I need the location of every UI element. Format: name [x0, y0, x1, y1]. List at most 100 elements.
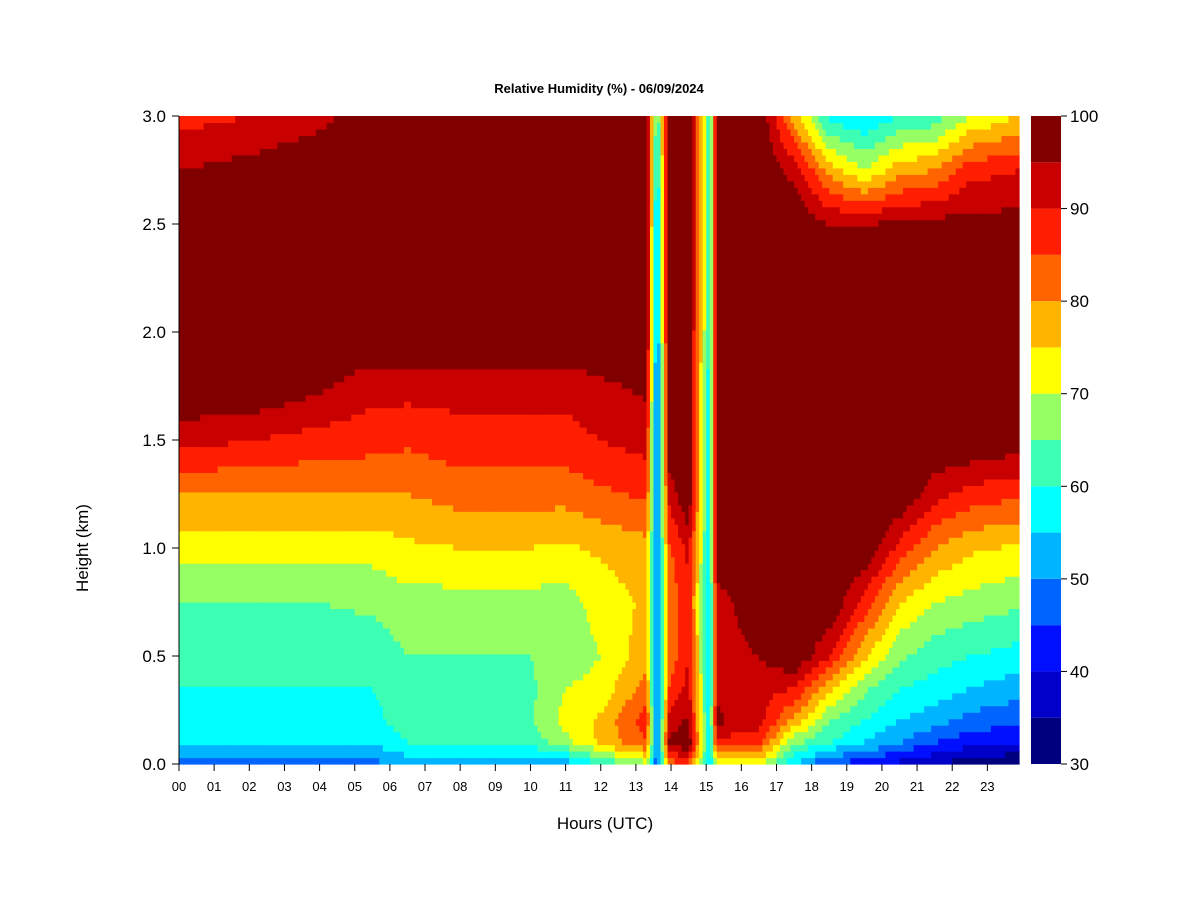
heatmap-cell: [347, 459, 352, 493]
heatmap-cell: [526, 589, 532, 655]
heatmap-cell: [997, 725, 1003, 746]
heatmap-cell: [938, 116, 943, 124]
heatmap-cell: [941, 498, 946, 519]
heatmap-cell: [484, 511, 489, 551]
heatmap-cell: [347, 420, 352, 461]
heatmap-cell: [569, 738, 574, 752]
heatmap-cell: [843, 595, 848, 629]
heatmap-cell: [266, 744, 271, 759]
heatmap-cell: [969, 731, 974, 746]
x-tick-label: 08: [453, 779, 467, 794]
heatmap-cell: [664, 699, 669, 733]
heatmap-cell: [632, 452, 637, 499]
heatmap-cell: [228, 440, 233, 467]
heatmap-cell: [990, 550, 995, 584]
heatmap-cell: [484, 550, 489, 590]
heatmap-cell: [867, 167, 872, 182]
heatmap-cell: [273, 433, 279, 467]
heatmap-cell: [899, 686, 904, 720]
heatmap-cell: [530, 550, 535, 590]
heatmap-cell: [203, 563, 208, 603]
heatmap-cell: [245, 530, 250, 564]
heatmap-cell: [899, 627, 904, 661]
x-tick-label: 00: [172, 779, 186, 794]
heatmap-cell: [969, 128, 974, 149]
heatmap-cell: [874, 712, 880, 733]
heatmap-cell: [351, 757, 356, 765]
heatmap-cell: [305, 427, 310, 461]
heatmap-cell: [505, 744, 510, 759]
heatmap-cell: [505, 550, 510, 590]
heatmap-cell: [294, 401, 300, 435]
heatmap-cell: [354, 563, 359, 616]
heatmap-cell: [400, 491, 405, 538]
heatmap-cell: [758, 744, 764, 752]
heatmap-cell: [997, 141, 1003, 156]
heatmap-cell: [565, 511, 570, 545]
heatmap-cell: [249, 440, 254, 467]
heatmap-cell: [607, 744, 612, 752]
heatmap-cell: [537, 589, 542, 733]
heatmap-cell: [938, 699, 943, 726]
heatmap-cell: [941, 543, 946, 571]
heatmap-cell: [720, 589, 725, 713]
heatmap-cell: [632, 751, 637, 759]
heatmap-cell: [649, 705, 655, 746]
heatmap-cell: [723, 751, 728, 759]
heatmap-cell: [333, 116, 338, 383]
heatmap-cell: [1015, 478, 1020, 499]
heatmap-cell: [368, 563, 373, 616]
heatmap-cell: [312, 116, 317, 137]
heatmap-cell: [846, 660, 851, 674]
heatmap-cell: [579, 472, 584, 512]
heatmap-cell: [748, 116, 753, 648]
heatmap-cell: [758, 751, 764, 759]
heatmap-cell: [776, 718, 781, 733]
heatmap-cell: [256, 116, 261, 156]
heatmap-cell: [259, 440, 264, 467]
heatmap-cell: [948, 627, 953, 668]
heatmap-cell: [516, 116, 521, 370]
heatmap-cell: [235, 744, 240, 759]
heatmap-cell: [794, 686, 799, 700]
heatmap-cell: [330, 420, 335, 461]
heatmap-cell: [881, 582, 887, 610]
heatmap-cell: [523, 465, 528, 512]
heatmap-cell: [962, 692, 967, 713]
heatmap-cell: [881, 757, 887, 765]
heatmap-cell: [537, 465, 542, 512]
heatmap-cell: [787, 705, 792, 720]
heatmap-cell: [242, 465, 247, 493]
heatmap-cell: [913, 712, 918, 733]
heatmap-cell: [319, 563, 324, 603]
heatmap-cell: [224, 122, 229, 162]
heatmap-cell: [558, 757, 563, 765]
heatmap-cell: [776, 751, 781, 759]
heatmap-cell: [326, 563, 331, 603]
heatmap-cell: [277, 602, 282, 687]
heatmap-cell: [857, 699, 862, 726]
heatmap-cell: [474, 653, 479, 746]
heatmap-cell: [512, 414, 517, 467]
heatmap-cell: [758, 116, 764, 661]
heatmap-cell: [389, 452, 394, 493]
heatmap-cell: [583, 368, 588, 428]
heatmap-cell: [576, 368, 581, 422]
heatmap-cell: [945, 161, 950, 182]
heatmap-cell: [804, 686, 809, 707]
heatmap-cell: [846, 673, 851, 694]
heatmap-cell: [656, 122, 662, 188]
heatmap-cell: [368, 116, 373, 370]
heatmap-cell: [418, 368, 423, 409]
heatmap-cell: [425, 368, 430, 409]
heatmap-cell: [245, 602, 250, 687]
heatmap-cell: [611, 381, 616, 448]
heatmap-cell: [864, 193, 869, 201]
heatmap-cell: [189, 744, 194, 759]
heatmap-cell: [881, 141, 887, 156]
heatmap-cell: [1011, 452, 1017, 480]
heatmap-cell: [931, 673, 936, 707]
heatmap-cell: [533, 465, 539, 512]
heatmap-cell: [284, 491, 289, 532]
